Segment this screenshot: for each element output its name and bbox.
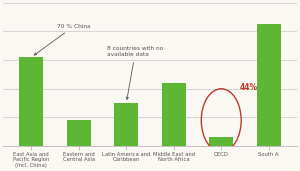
Text: 44%: 44% bbox=[239, 83, 257, 92]
Bar bbox=[257, 24, 281, 146]
Bar bbox=[20, 57, 43, 146]
Bar bbox=[209, 137, 233, 146]
Text: 8 countries with no
available data: 8 countries with no available data bbox=[107, 47, 164, 99]
Bar bbox=[114, 103, 138, 146]
Text: 70 % China: 70 % China bbox=[34, 24, 91, 55]
Bar bbox=[162, 83, 186, 146]
Bar bbox=[67, 120, 91, 146]
